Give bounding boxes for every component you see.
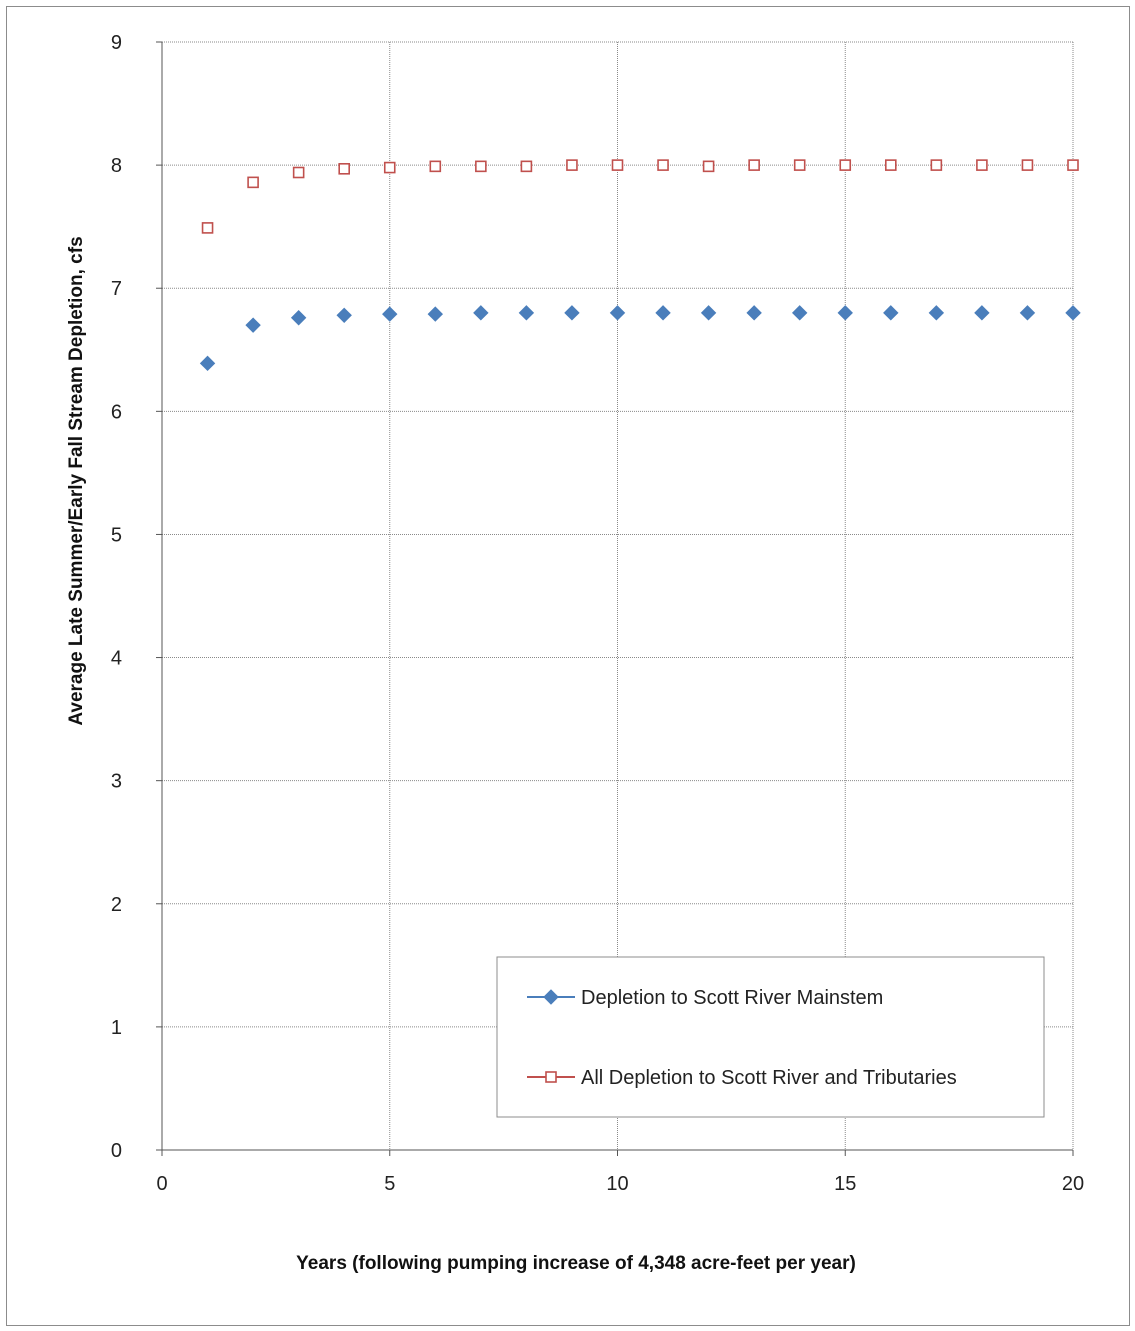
- data-point: [657, 159, 669, 171]
- data-point: [839, 159, 852, 171]
- y-tick-label: 7: [111, 278, 122, 300]
- legend-marker: [545, 1071, 557, 1083]
- data-point: [883, 305, 899, 321]
- data-point: [290, 310, 307, 326]
- y-tick-label: 3: [111, 771, 122, 793]
- x-tick-label: 10: [606, 1173, 628, 1195]
- data-point: [566, 159, 578, 171]
- data-point: [791, 305, 808, 321]
- data-point: [928, 305, 945, 321]
- data-point: [429, 160, 442, 173]
- data-point: [1021, 159, 1034, 171]
- data-point: [748, 159, 760, 171]
- data-point: [746, 305, 762, 321]
- data-point: [245, 317, 261, 333]
- chart-frame: 0 5 10 15 20 0 1 2 3 4 5 6 7 8 9 Average Late Summer/…: [6, 6, 1130, 1326]
- data-point: [292, 166, 305, 179]
- x-axis-title: Years (following pumping increase of 4,3…: [296, 1253, 856, 1274]
- data-point: [427, 306, 444, 322]
- axes: [156, 41, 1074, 1156]
- y-tick-label: 9: [111, 32, 122, 54]
- gridlines: [162, 41, 1074, 1150]
- y-tick-label: 5: [111, 524, 122, 546]
- data-point: [700, 305, 717, 321]
- data-point: [884, 159, 897, 171]
- x-tick-label: 15: [834, 1173, 856, 1195]
- data-point: [1019, 305, 1036, 321]
- data-point: [336, 307, 352, 324]
- data-point: [611, 159, 624, 171]
- data-point: [201, 222, 214, 234]
- data-point: [382, 306, 398, 322]
- x-tick-labels: 0 5 10 15 20: [156, 1173, 1084, 1195]
- legend-box: [496, 956, 1045, 1118]
- data-point: [383, 161, 396, 174]
- data-point: [974, 305, 990, 321]
- y-tick-labels: 0 1 2 3 4 5 6 7 8 9: [111, 32, 122, 1162]
- data-point: [609, 305, 626, 321]
- series-1: [199, 305, 1081, 372]
- data-point: [564, 305, 580, 321]
- data-point: [702, 160, 715, 173]
- data-points: [199, 159, 1081, 372]
- y-tick-label: 0: [111, 1140, 122, 1162]
- data-point: [199, 355, 216, 372]
- data-point: [655, 305, 671, 321]
- legend-label: All Depletion to Scott River and Tributa…: [581, 1067, 957, 1089]
- scatter-chart: 0 5 10 15 20 0 1 2 3 4 5 6 7 8 9 Average Late Summer/…: [66, 32, 1084, 1274]
- y-tick-label: 1: [111, 1017, 122, 1039]
- data-point: [518, 305, 535, 321]
- series-2: [201, 159, 1079, 234]
- legend-label: Depletion to Scott River Mainstem: [581, 987, 883, 1009]
- y-tick-label: 8: [111, 155, 122, 177]
- x-tick-label: 5: [384, 1173, 395, 1195]
- x-tick-label: 0: [156, 1173, 167, 1195]
- data-point: [475, 160, 487, 173]
- y-axis-title: Average Late Summer/Early Fall Stream De…: [66, 236, 87, 725]
- y-tick-label: 2: [111, 894, 122, 916]
- data-point: [1067, 159, 1079, 171]
- data-point: [520, 160, 533, 173]
- data-point: [837, 305, 853, 321]
- data-point: [1065, 305, 1081, 321]
- legend-marker: [543, 989, 559, 1005]
- data-point: [793, 159, 806, 171]
- data-point: [473, 305, 489, 321]
- data-point: [976, 159, 988, 171]
- data-point: [338, 163, 351, 175]
- data-point: [247, 176, 259, 189]
- y-tick-label: 4: [111, 648, 122, 670]
- legend: Depletion to Scott River Mainstem All Dep…: [496, 956, 1045, 1118]
- y-tick-label: 6: [111, 401, 122, 423]
- data-point: [930, 159, 943, 171]
- x-tick-label: 20: [1062, 1173, 1084, 1195]
